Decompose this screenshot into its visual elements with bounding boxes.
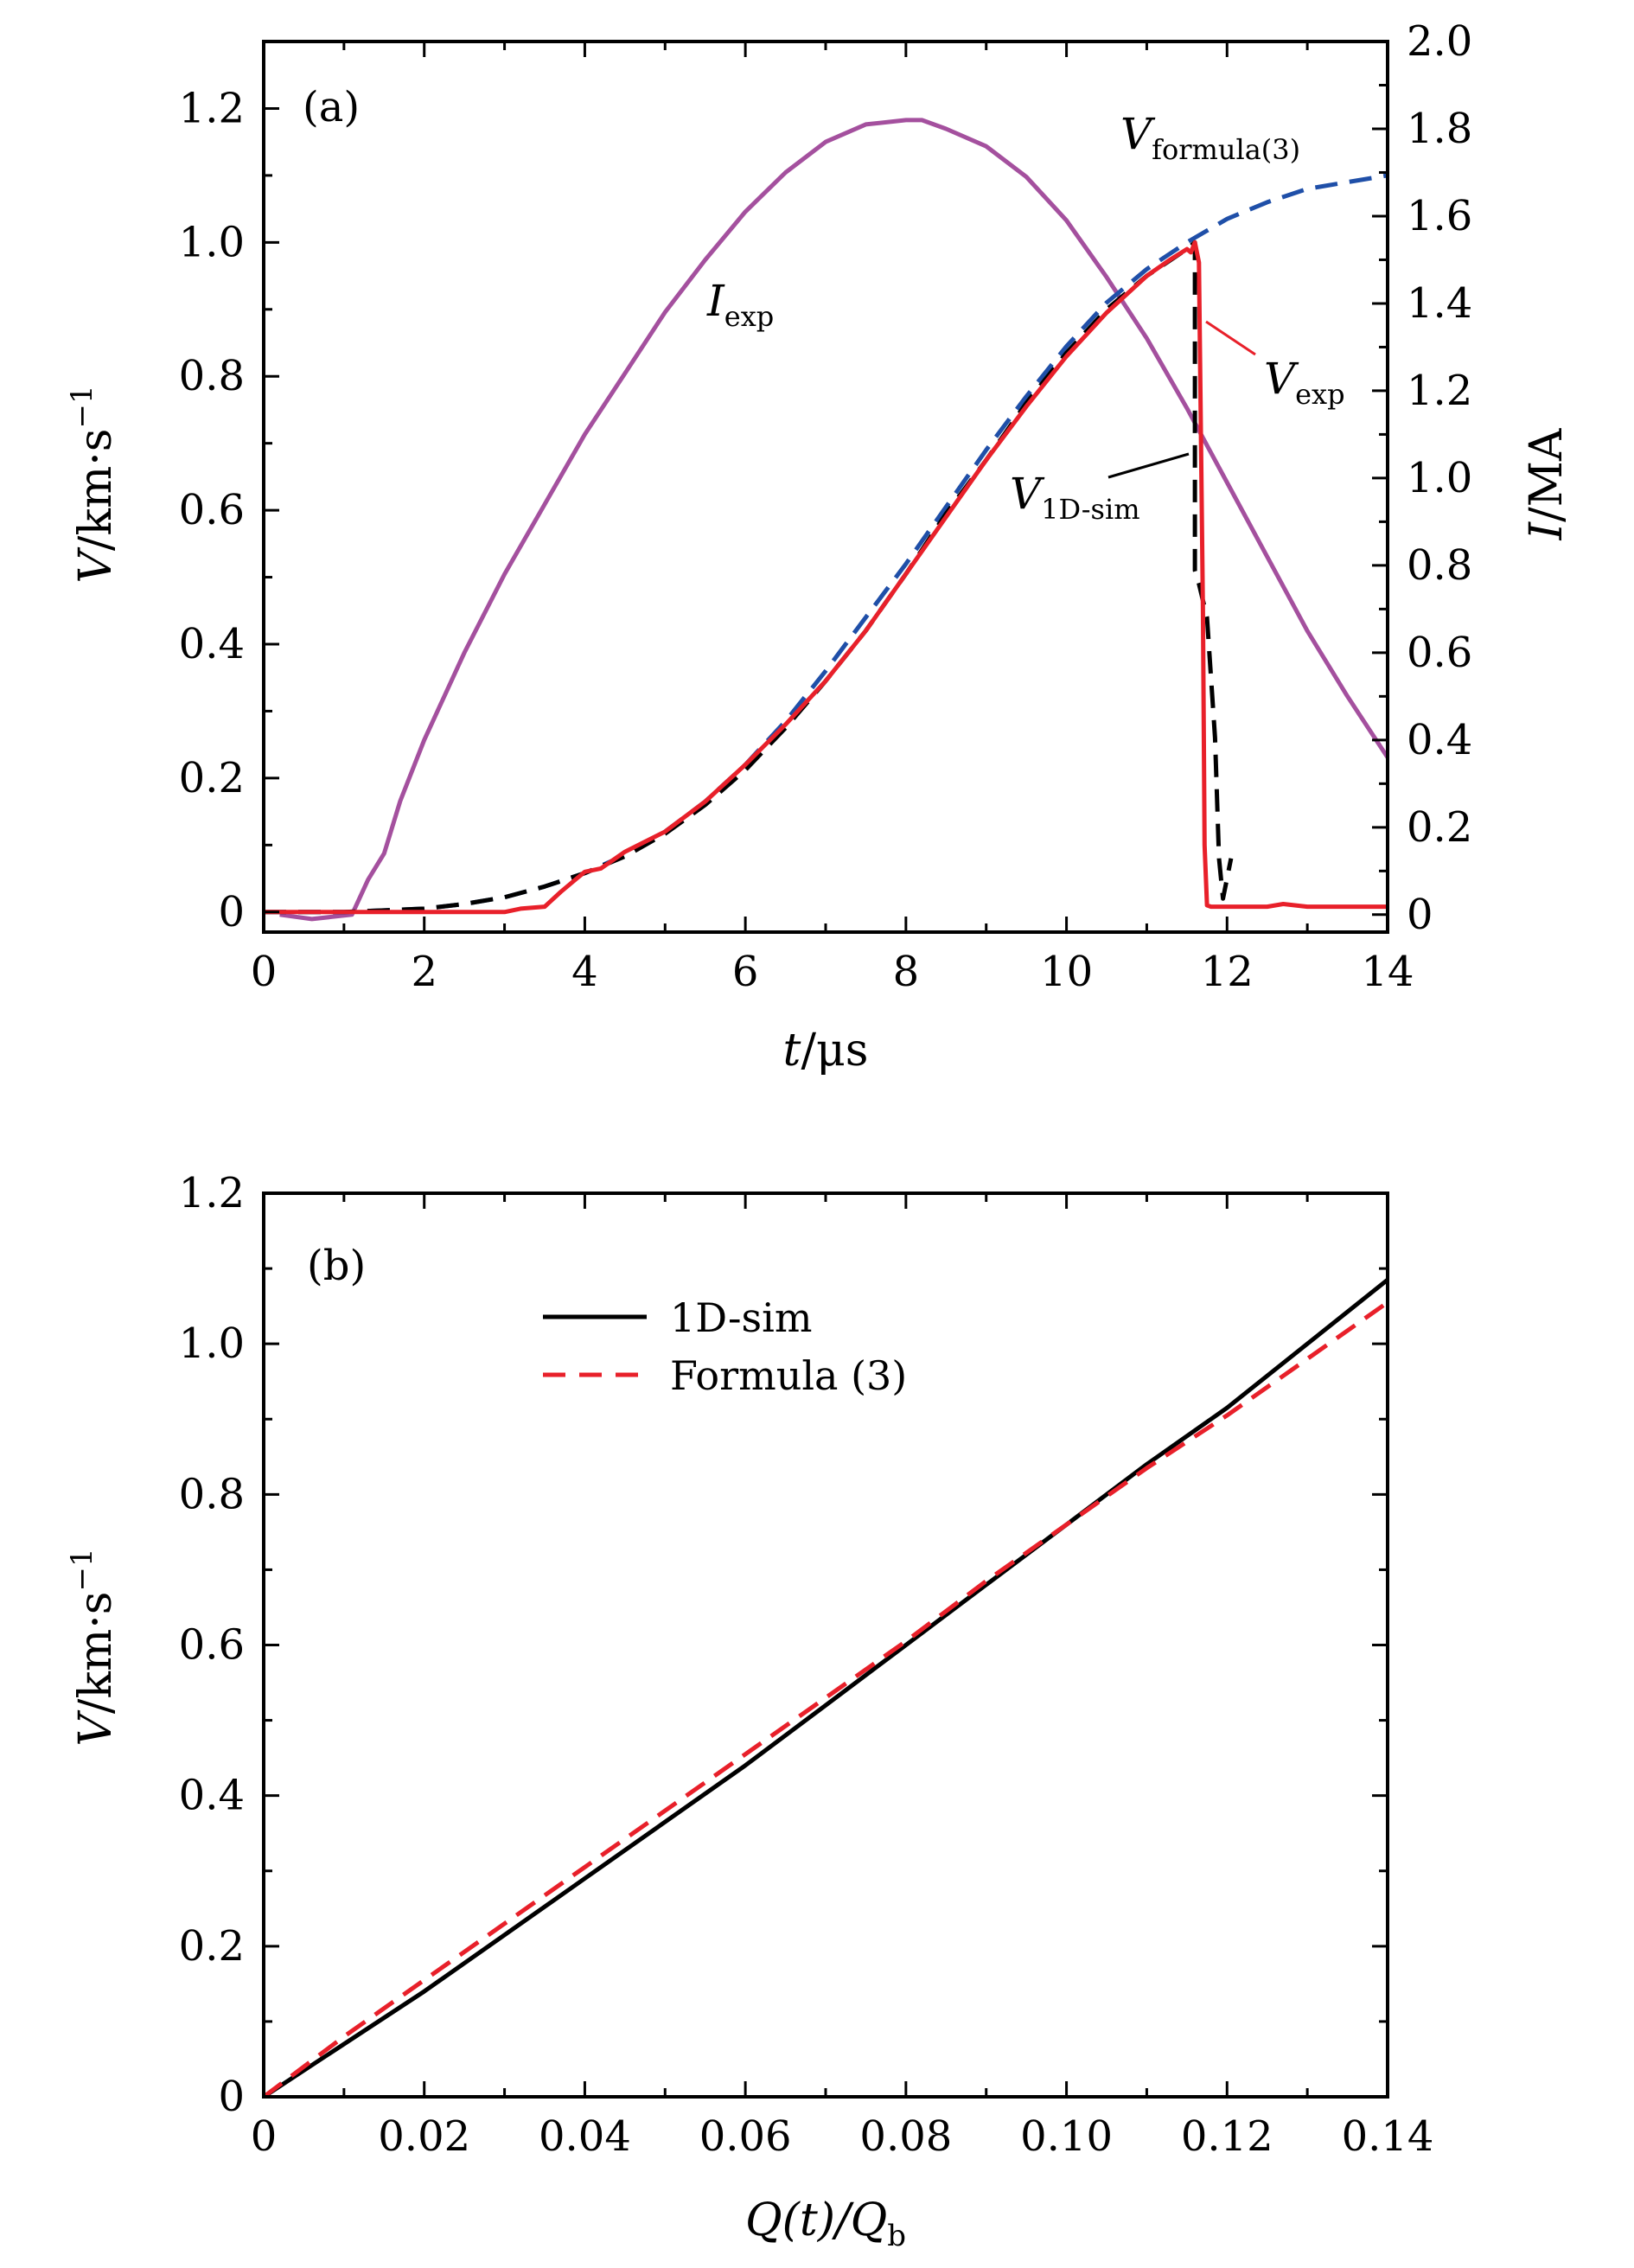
panel-a-x-tick-label: 4 <box>571 948 598 996</box>
panel-b-y-tick-label: 0.6 <box>179 1621 245 1670</box>
panel-a-x-tick-label: 0 <box>251 948 278 996</box>
leader-v-1d-sim <box>1107 452 1190 479</box>
panel-a-y-right-tick-label: 0.8 <box>1407 541 1472 590</box>
panel-a-x-tick-label: 14 <box>1361 948 1414 996</box>
panel-a-yr-var: I <box>1521 521 1573 540</box>
panel-a-tag: (a) <box>303 83 360 131</box>
legend-label-1d-sim: 1D-sim <box>670 1294 812 1341</box>
annotation-v-formula: Vformula(3) <box>1120 109 1300 166</box>
leader-v-exp <box>1205 320 1256 356</box>
panel-b-x-tick-label: 0.06 <box>699 2112 792 2161</box>
panel-a-y-right-tick-label: 1.2 <box>1407 367 1472 415</box>
panel-b-tag: (b) <box>307 1242 366 1290</box>
panel-b-x-tick-label: 0.08 <box>859 2112 952 2161</box>
panel-a-yl-sup: −1 <box>65 385 99 428</box>
panel-a-y-left-label: V/km·s−1 <box>65 385 122 583</box>
panel-a-frame <box>262 40 1389 934</box>
panel-b-x-sub: b <box>887 2219 906 2253</box>
panel-a-x-tick-label: 6 <box>732 948 759 996</box>
panel-a-x-tick-label: 12 <box>1201 948 1254 996</box>
panel-b-x-axis-label: Q(t)/Qb <box>745 2195 906 2253</box>
panel-a-x-axis-label: t/μs <box>783 1025 869 1077</box>
panel-b-y-left-label: V/km·s−1 <box>65 1548 122 1746</box>
panel-a-series <box>264 118 1390 922</box>
legend: 1D-sim Formula (3) <box>543 1294 907 1399</box>
panel-a-y-right-tick-label: 0.2 <box>1407 803 1472 852</box>
panel-a-y-tick-label: 0.8 <box>179 352 245 400</box>
panel-b-y-tick-label: 0.2 <box>179 1922 245 1971</box>
series-v-exp <box>264 240 1388 915</box>
panel-a-y-right-tick-label: 0.6 <box>1407 629 1472 677</box>
panel-a-x-unit: /μs <box>801 1025 868 1077</box>
series-formula-3 <box>262 1300 1389 2099</box>
panel-a: 0 2 4 6 8 10 12 14 0 0.2 0.4 0.6 0.8 1.0 1.2 0 0.2 0.4 0.6… <box>65 17 1573 1077</box>
panel-a-y-right-tick-label: 1.8 <box>1407 105 1472 153</box>
series-v-1d-sim <box>264 240 1234 915</box>
panel-a-ticks: 0 2 4 6 8 10 12 14 0 0.2 0.4 0.6 0.8 1.0 1.2 0 0.2 0.4 0.6… <box>179 17 1473 996</box>
panel-b-y-tick-label: 0.4 <box>179 1772 245 1820</box>
panel-b-yl-sup: −1 <box>65 1548 99 1591</box>
panel-b-x-text: Q(t)/Q <box>745 2195 887 2246</box>
panel-a-y-tick-label: 1.2 <box>179 84 245 132</box>
panel-a-y-right-tick-label: 1.6 <box>1407 192 1472 240</box>
panel-a-y-right-tick-label: 0.4 <box>1407 716 1472 764</box>
panel-a-y-right-tick-label: 1.0 <box>1407 454 1472 502</box>
panel-a-y-right-tick-label: 0 <box>1407 891 1433 939</box>
panel-b-x-tick-label: 0.04 <box>539 2112 631 2161</box>
annotation-v-exp: Vexp <box>1264 354 1345 411</box>
panel-b-x-tick-label: 0.10 <box>1020 2112 1113 2161</box>
panel-b-y-tick-label: 1.2 <box>179 1169 245 1217</box>
panel-a-x-tick-label: 8 <box>893 948 920 996</box>
panel-a-y-tick-label: 0.2 <box>179 754 245 802</box>
panel-a-y-right-label: I/MA <box>1521 427 1573 540</box>
panel-a-yl-unit: /km·s <box>70 429 122 552</box>
panel-a-y-tick-label: 0.4 <box>179 620 245 668</box>
panel-b-y-tick-label: 0.8 <box>179 1470 245 1518</box>
legend-label-formula: Formula (3) <box>670 1352 907 1399</box>
panel-b-series <box>262 1278 1389 2099</box>
panel-b-frame <box>262 1191 1389 2099</box>
panel-a-y-right-tick-label: 2.0 <box>1407 17 1472 66</box>
panel-b-x-tick-label: 0.14 <box>1342 2112 1434 2161</box>
panel-b-yl-unit: /km·s <box>70 1592 122 1715</box>
panel-a-x-tick-label: 10 <box>1040 948 1093 996</box>
annotation-v-1d-sim: V1D-sim <box>1010 469 1140 526</box>
panel-a-y-tick-label: 0 <box>218 888 245 936</box>
panel-b-x-tick-label: 0.12 <box>1181 2112 1273 2161</box>
panel-a-yl-var: V <box>70 547 122 584</box>
panel-a-yr-unit: /MA <box>1521 427 1573 522</box>
panel-b-yl-var: V <box>70 1710 122 1747</box>
panel-b-y-tick-label: 0 <box>218 2073 245 2121</box>
series-i-exp <box>279 118 1390 922</box>
panel-b-ticks: 0 0.02 0.04 0.06 0.08 0.10 0.12 0.14 0 0.2 0.4 0.6 0… <box>179 1169 1434 2161</box>
panel-a-y-tick-label: 0.6 <box>179 486 245 534</box>
panel-b: 0 0.02 0.04 0.06 0.08 0.10 0.12 0.14 0 0.2 0.4 0.6 0… <box>65 1169 1433 2253</box>
annotation-i-exp: Iexp <box>706 276 774 333</box>
series-1d-sim <box>262 1278 1389 2099</box>
panel-b-x-tick-label: 0.02 <box>378 2112 470 2161</box>
panel-b-x-tick-label: 0 <box>251 2112 278 2161</box>
panel-a-y-right-tick-label: 1.4 <box>1407 279 1472 328</box>
panel-b-y-tick-label: 1.0 <box>179 1319 245 1368</box>
panel-a-x-var: t <box>783 1025 801 1077</box>
panel-a-y-tick-label: 1.0 <box>179 218 245 266</box>
panel-a-x-tick-label: 2 <box>411 948 437 996</box>
